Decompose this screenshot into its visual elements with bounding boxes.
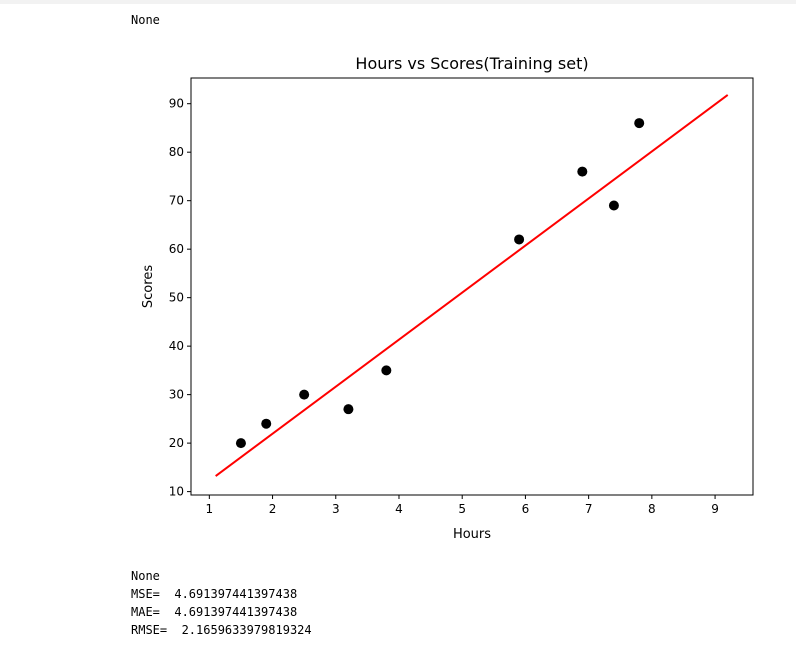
- top-bar: [0, 0, 796, 4]
- x-tick-label-7: 7: [585, 502, 593, 516]
- x-tick-label-6: 6: [522, 502, 530, 516]
- x-tick-label-3: 3: [332, 502, 340, 516]
- data-point-2: [261, 418, 272, 429]
- plot-frame: [190, 77, 754, 496]
- x-tick-label-8: 8: [648, 502, 656, 516]
- y-tick-label-30: 30: [169, 388, 184, 402]
- x-tick-label-9: 9: [711, 502, 719, 516]
- x-tick-label-1: 1: [206, 502, 214, 516]
- data-point-4: [343, 404, 354, 415]
- y-tick-label-50: 50: [169, 291, 184, 305]
- y-axis-label: Scores: [141, 265, 156, 308]
- y-tick-label-20: 20: [169, 436, 184, 450]
- x-axis-label: Hours: [453, 527, 491, 542]
- data-point-8: [608, 200, 619, 211]
- data-point-9: [634, 118, 645, 129]
- y-tick-label-40: 40: [169, 339, 184, 353]
- output-line-rmse: RMSE= 2.1659633979819324: [131, 623, 312, 637]
- x-tick-label-2: 2: [269, 502, 277, 516]
- output-line-none: None: [131, 13, 160, 27]
- output-line-mae: MAE= 4.691397441397438: [131, 605, 298, 619]
- y-tick-label-70: 70: [169, 194, 184, 208]
- output-line-none-2: None: [131, 569, 160, 583]
- data-point-7: [577, 166, 588, 177]
- scatter-chart: Hours vs Scores(Training set) 1 2 3 4 5 6 7 8 9 1…: [141, 54, 754, 542]
- data-point-1: [235, 438, 246, 449]
- y-tick-label-60: 60: [169, 242, 184, 256]
- y-tick-label-80: 80: [169, 145, 184, 159]
- x-tick-label-4: 4: [395, 502, 403, 516]
- y-tick-label-90: 90: [169, 97, 184, 111]
- x-tick-label-5: 5: [458, 502, 466, 516]
- y-tick-label-10: 10: [169, 485, 184, 499]
- data-point-3: [299, 389, 310, 400]
- data-point-6: [514, 234, 525, 245]
- chart-title: Hours vs Scores(Training set): [355, 54, 588, 73]
- output-line-mse: MSE= 4.691397441397438: [131, 587, 298, 601]
- regression-line: [215, 94, 729, 477]
- data-point-5: [381, 365, 392, 376]
